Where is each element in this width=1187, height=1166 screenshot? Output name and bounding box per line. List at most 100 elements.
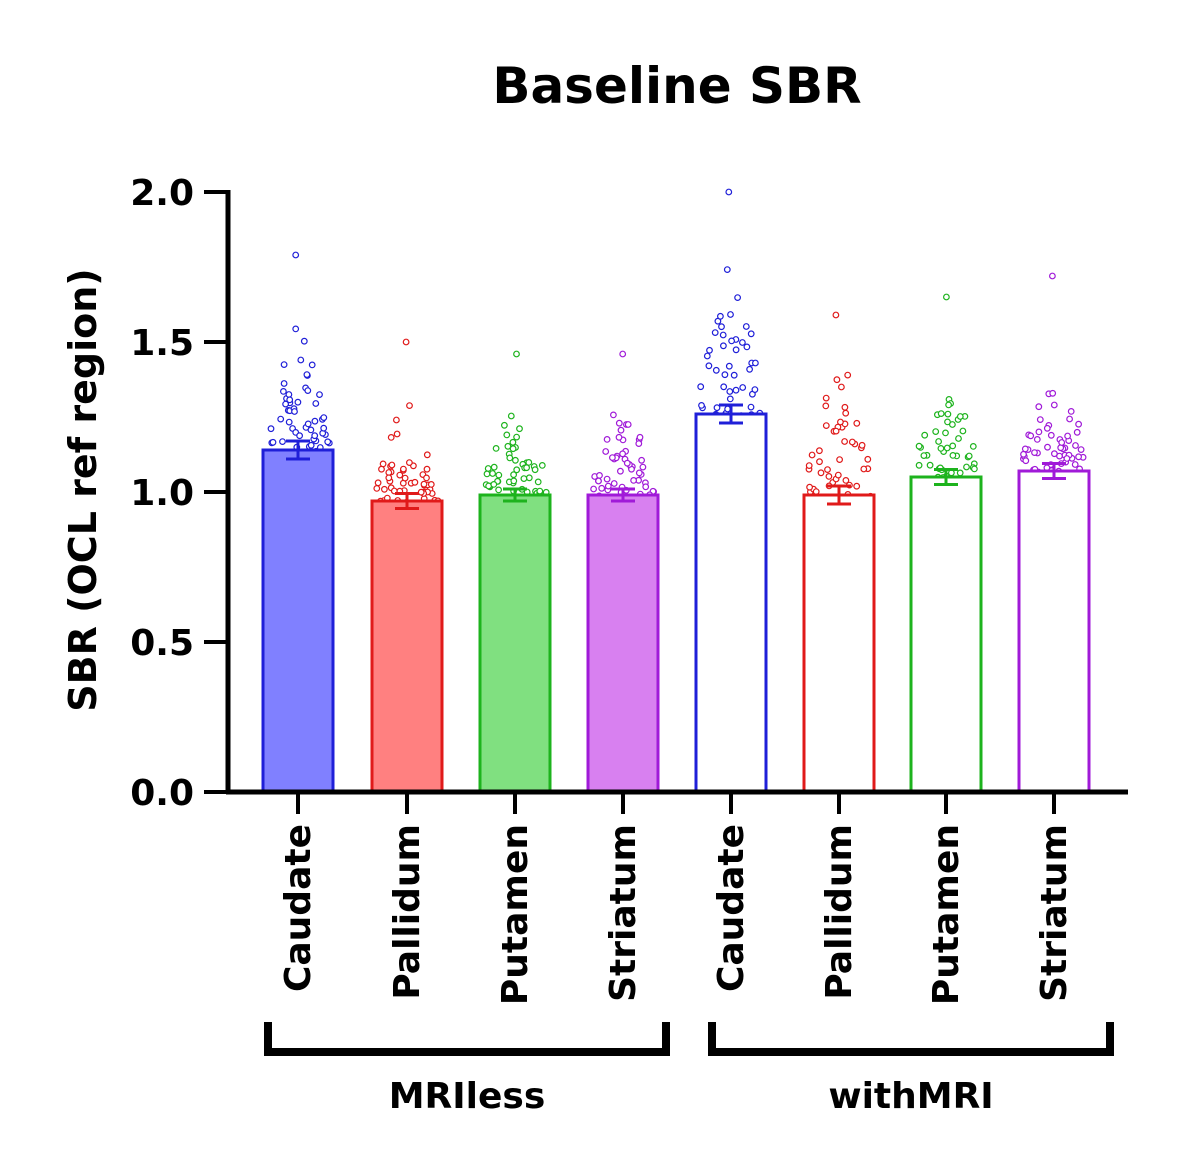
data-point — [726, 395, 734, 403]
data-point — [385, 474, 393, 482]
data-point — [816, 458, 823, 466]
data-point — [639, 463, 647, 471]
data-point — [387, 434, 395, 441]
data-point — [400, 465, 407, 473]
data-point — [706, 346, 713, 354]
bar-withmri-caudate — [694, 412, 768, 794]
data-point — [747, 330, 755, 338]
data-point — [280, 380, 288, 387]
data-point — [860, 465, 868, 473]
data-point — [742, 323, 750, 330]
y-tick-label: 0.0 — [130, 773, 194, 814]
data-point — [1050, 401, 1058, 409]
data-point — [420, 480, 428, 488]
data-point — [286, 396, 294, 404]
data-point — [423, 451, 431, 459]
data-point — [598, 484, 606, 492]
data-point — [713, 404, 721, 412]
data-point — [832, 427, 840, 435]
data-point — [373, 485, 381, 492]
data-point — [703, 352, 711, 360]
data-point — [490, 481, 498, 488]
data-point — [712, 366, 720, 374]
data-point — [955, 435, 962, 442]
data-point — [610, 480, 618, 487]
data-point — [538, 462, 546, 469]
data-point — [806, 483, 813, 491]
data-point — [374, 479, 382, 487]
data-point — [638, 456, 645, 464]
data-point — [294, 398, 302, 406]
data-point — [926, 461, 934, 469]
data-point — [746, 365, 753, 373]
data-point — [536, 487, 544, 495]
data-point — [833, 376, 841, 384]
data-point — [822, 422, 830, 430]
data-point — [523, 464, 530, 472]
bar-withmri-pallidum — [802, 493, 876, 794]
bar-mriless-caudate — [261, 448, 335, 794]
data-point — [324, 438, 332, 446]
data-point — [969, 443, 977, 450]
data-point — [292, 251, 300, 259]
y-tick-label: 0.5 — [130, 623, 194, 664]
data-point — [743, 343, 751, 351]
data-point — [915, 461, 923, 469]
data-point — [320, 424, 328, 432]
data-point — [1066, 415, 1073, 423]
data-point — [720, 342, 727, 350]
data-point — [1033, 436, 1041, 443]
data-point — [1035, 403, 1043, 411]
data-point — [303, 371, 311, 379]
data-point — [617, 426, 625, 434]
data-point — [423, 474, 430, 482]
data-point — [269, 438, 277, 446]
data-point — [732, 346, 740, 354]
data-point — [711, 329, 719, 337]
data-point — [300, 337, 308, 345]
data-point — [388, 461, 396, 469]
data-point — [956, 469, 964, 477]
data-point — [1063, 455, 1071, 462]
data-point — [949, 442, 957, 450]
bar-withmri-putamen — [909, 475, 983, 794]
data-point — [619, 350, 627, 358]
data-point — [959, 427, 967, 435]
data-point — [719, 331, 727, 339]
data-point — [864, 455, 872, 463]
data-point — [1043, 424, 1051, 432]
data-point — [935, 438, 942, 445]
data-point — [381, 485, 388, 493]
data-point — [516, 425, 523, 433]
data-point — [943, 444, 951, 452]
data-point — [296, 432, 304, 440]
data-point — [1075, 420, 1082, 428]
data-point — [393, 430, 401, 438]
data-point — [920, 452, 928, 460]
data-point — [304, 387, 312, 395]
data-point — [915, 442, 923, 450]
data-point — [513, 466, 521, 474]
data-point — [1035, 428, 1043, 436]
bar-withmri-striatum — [1017, 469, 1091, 794]
data-point — [832, 311, 840, 319]
data-point — [837, 418, 844, 426]
data-point — [311, 417, 319, 425]
group-label: withMRI — [828, 1076, 993, 1117]
data-point — [1077, 446, 1085, 454]
chart-title: Baseline SBR — [492, 57, 861, 115]
data-point — [1031, 449, 1038, 457]
data-point — [307, 441, 315, 449]
data-point — [596, 472, 603, 479]
data-point — [751, 386, 759, 394]
data-point — [825, 473, 833, 480]
data-point — [534, 478, 542, 486]
data-point — [747, 403, 755, 411]
data-point — [842, 477, 850, 484]
data-point — [949, 452, 957, 459]
data-point — [615, 419, 623, 427]
data-point — [848, 438, 856, 446]
data-point — [308, 361, 316, 369]
data-point — [617, 467, 624, 475]
bar-mriless-pallidum — [370, 499, 444, 794]
